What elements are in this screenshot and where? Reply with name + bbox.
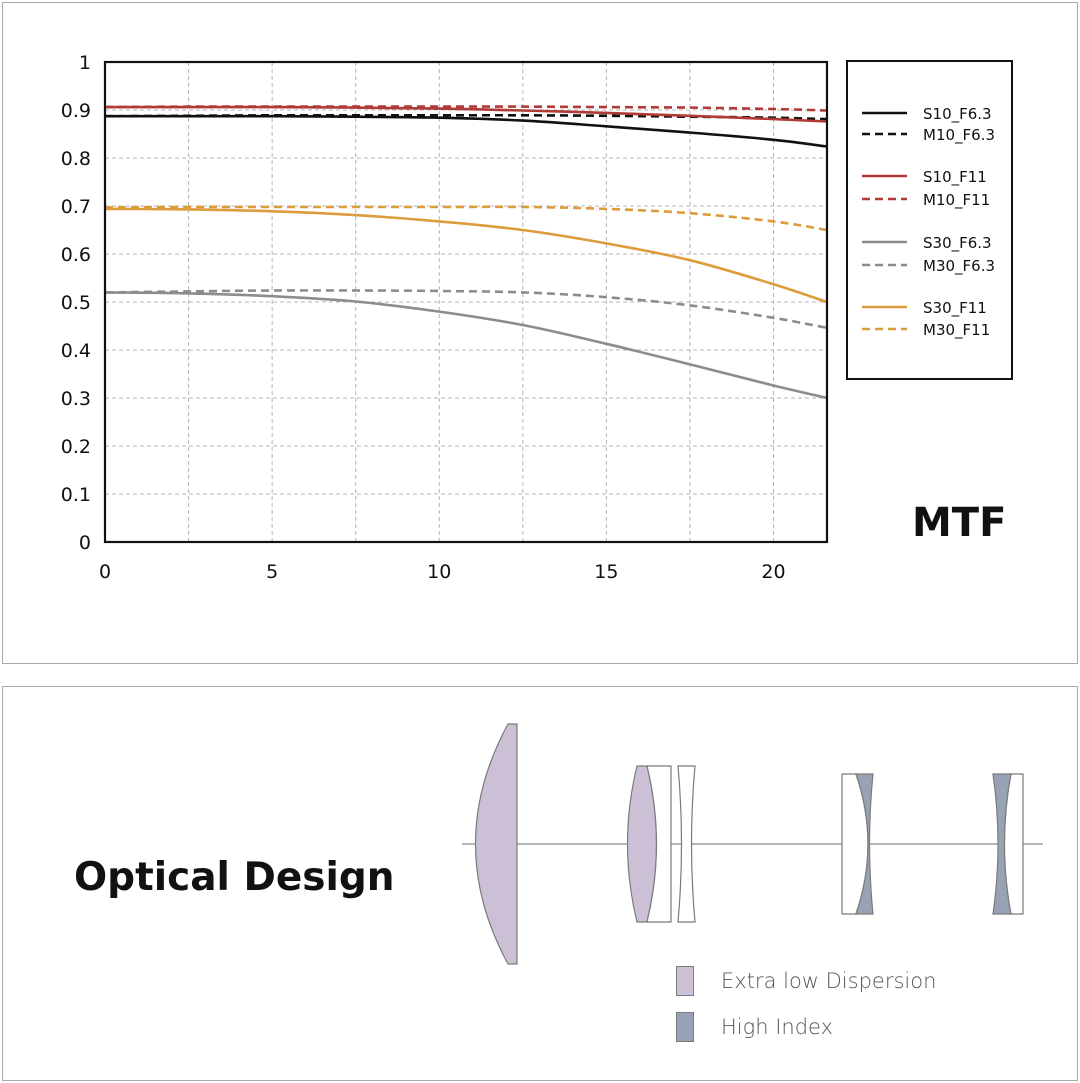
x-tick-label: 10 <box>427 561 451 583</box>
series-line-s10-f6-3 <box>105 114 828 148</box>
y-tick-label: 0.8 <box>61 148 91 170</box>
optical-design-panel <box>2 686 1078 1081</box>
y-tick-label: 1 <box>79 52 91 74</box>
y-tick-label: 0 <box>79 532 91 554</box>
series-line-m30-f11 <box>104 205 828 232</box>
x-tick-label: 5 <box>266 561 278 583</box>
series-line-m10-f11 <box>104 105 828 112</box>
plot-frame <box>103 60 829 544</box>
x-tick-label: 15 <box>594 561 618 583</box>
legend-label-high-index: High Index <box>721 1015 834 1039</box>
series-line-m30-f6-3 <box>104 289 828 330</box>
x-tick-label: 0 <box>99 561 111 583</box>
y-tick-label: 0.2 <box>61 436 91 458</box>
legend-label-s30-f6-3: S30_F6.3 <box>923 234 992 253</box>
legend-swatch-extra-low-dispersion <box>676 966 694 996</box>
y-tick-label: 0.7 <box>61 196 91 218</box>
mtf-title: MTF <box>912 500 1007 546</box>
y-tick-label: 0.1 <box>61 484 91 506</box>
legend-label-s10-f6-3: S10_F6.3 <box>923 105 992 124</box>
y-tick-label: 0.4 <box>61 340 91 362</box>
legend-label-s10-f11: S10_F11 <box>923 168 987 187</box>
legend-swatch-high-index <box>676 1012 694 1042</box>
series-line-s30-f11 <box>104 207 828 304</box>
series-line-s30-f6-3 <box>104 291 828 400</box>
legend-label-m10-f6-3: M10_F6.3 <box>923 126 995 145</box>
mtf-chart: 00.10.20.30.40.50.60.70.80.910 5 10 15 20 S1… <box>61 52 1013 583</box>
y-tick-label: 0.5 <box>61 292 91 314</box>
optical-design-title: Optical Design <box>74 855 395 900</box>
x-tick-label: 20 <box>761 561 785 583</box>
legend-label-s30-f11: S30_F11 <box>923 299 987 318</box>
y-tick-label: 0.6 <box>61 244 91 266</box>
y-tick-label: 0.3 <box>61 388 91 410</box>
legend-label-m10-f11: M10_F11 <box>923 191 990 210</box>
legend-label-m30-f6-3: M30_F6.3 <box>923 257 995 276</box>
y-tick-label: 0.9 <box>61 100 91 122</box>
legend-label-extra-low-dispersion: Extra low Dispersion <box>721 969 937 993</box>
legend-label-m30-f11: M30_F11 <box>923 321 990 340</box>
